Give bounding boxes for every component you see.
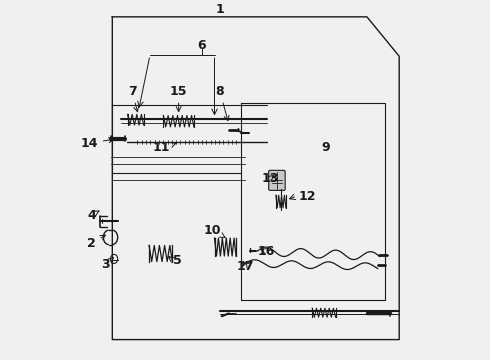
Text: 3: 3 <box>101 258 113 271</box>
Text: 16: 16 <box>257 244 274 257</box>
Text: 12: 12 <box>298 190 316 203</box>
Text: 17: 17 <box>236 260 254 273</box>
Text: 5: 5 <box>172 254 181 267</box>
FancyBboxPatch shape <box>269 170 285 190</box>
Text: 8: 8 <box>216 85 229 121</box>
Text: 2: 2 <box>87 235 105 250</box>
Text: 15: 15 <box>170 85 187 112</box>
Text: 9: 9 <box>321 140 330 153</box>
Text: 10: 10 <box>204 224 225 238</box>
Text: 13: 13 <box>262 172 279 185</box>
Text: 6: 6 <box>197 39 206 52</box>
Text: 14: 14 <box>80 136 114 149</box>
Text: 4: 4 <box>87 209 99 222</box>
Text: 1: 1 <box>216 3 224 16</box>
Text: 7: 7 <box>128 85 139 112</box>
Text: 11: 11 <box>153 141 176 154</box>
